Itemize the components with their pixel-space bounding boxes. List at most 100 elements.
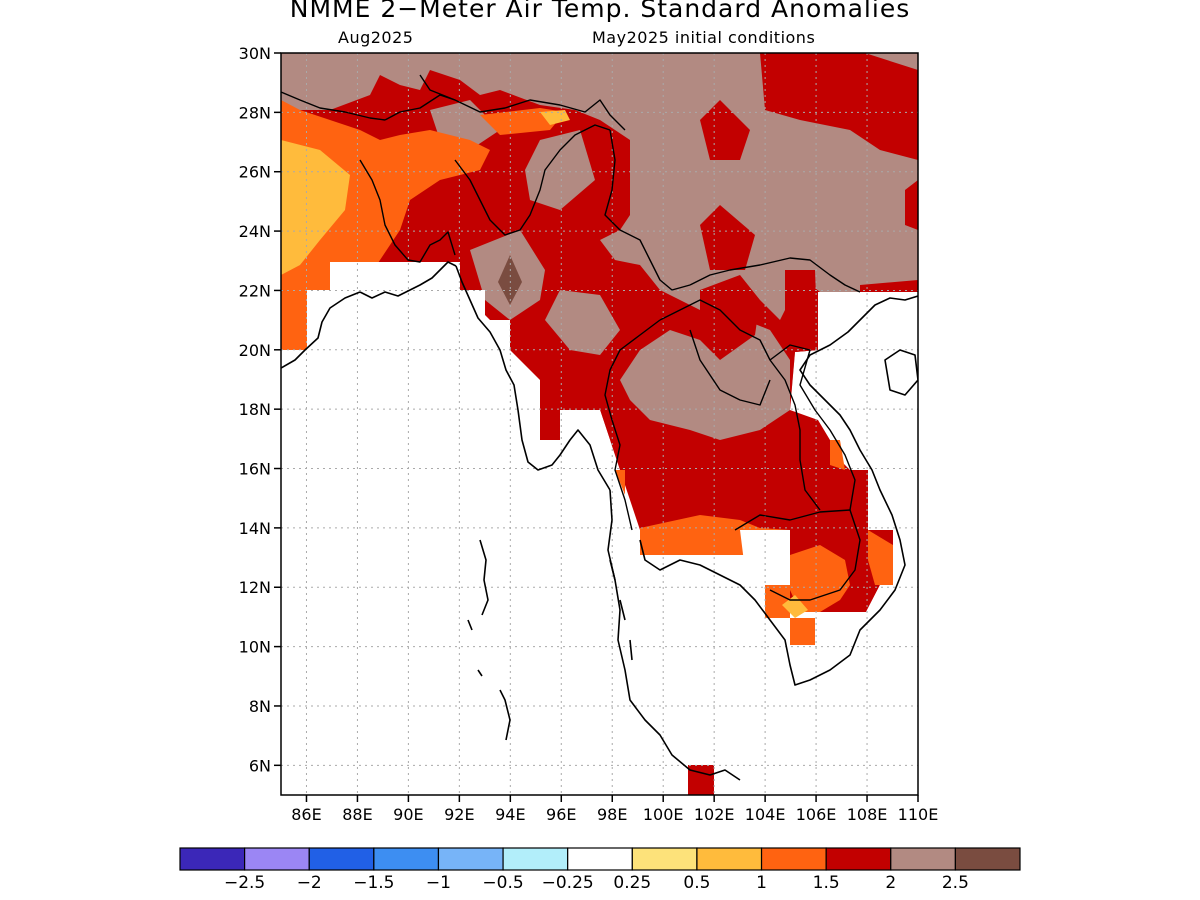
coastlines — [281, 261, 918, 781]
border-myanmar-thailand — [604, 319, 661, 531]
anomaly-region-white-gulf-tonkin — [818, 292, 918, 420]
lat-tick-label: 14N — [239, 519, 271, 538]
lon-tick-label: 104E — [745, 805, 786, 824]
lat-tick-label: 24N — [239, 222, 271, 241]
colorbar-label: −0.25 — [542, 873, 594, 893]
border-thailand-laos-north — [689, 329, 771, 406]
lon-tick-label: 110E — [898, 805, 939, 824]
anomaly-region-red-ne-corner — [860, 280, 918, 292]
lon-tick-label: 102E — [694, 805, 735, 824]
lat-tick-label: 22N — [239, 281, 271, 300]
anomaly-region-yellow-orange — [281, 140, 350, 275]
anomaly-region-yellow-orange-small — [540, 110, 570, 125]
map-grid — [281, 53, 918, 795]
initial-conditions-label: May2025 initial conditions — [592, 28, 816, 47]
border-india-myanmar — [454, 124, 611, 236]
colorbar-label: 0.5 — [683, 873, 710, 893]
colorbar-label: 0.25 — [613, 873, 651, 893]
colorbar-swatch — [890, 847, 956, 871]
border-myanmar-china — [604, 129, 691, 291]
colorbar-label: 2.5 — [942, 873, 969, 893]
lon-tick-label: 100E — [643, 805, 684, 824]
anomaly-fill — [281, 53, 918, 795]
lon-tick-label: 94E — [495, 805, 525, 824]
lat-tick-label: 10N — [239, 638, 271, 657]
colorbar-swatch — [244, 847, 310, 871]
lat-tick-label: 20N — [239, 341, 271, 360]
latitude-axis: 30N 28N 26N 24N 22N 20N 18N 16N 14N 12N 10N 8N 6N — [239, 44, 281, 775]
anomaly-region-red-vietnam-north — [785, 270, 818, 352]
lon-tick-label: 98E — [597, 805, 627, 824]
anomaly-region-white-sea — [281, 262, 918, 795]
anomaly-region-white-vietnam-coast — [840, 410, 918, 530]
anomaly-region-brown-pocket-1 — [525, 130, 595, 210]
coastline-hainan — [884, 349, 918, 396]
lon-tick-label: 96E — [546, 805, 576, 824]
anomaly-region-red-south — [688, 765, 714, 795]
lat-tick-label: 30N — [239, 44, 271, 63]
border-laos-vietnam-east — [769, 344, 856, 511]
lat-tick-label: 16N — [239, 460, 271, 479]
coastline-myanmar-west — [455, 265, 611, 491]
coastline-myanmar-islands — [609, 559, 633, 661]
lat-tick-label: 12N — [239, 578, 271, 597]
lon-tick-label: 90E — [393, 805, 423, 824]
colorbar-label: 2 — [885, 873, 896, 893]
lat-tick-label: 18N — [239, 400, 271, 419]
lon-tick-label: 92E — [444, 805, 474, 824]
colorbar: −2.5 −2 −1.5 −1 −0.5 −0.25 0.25 0.5 1 1.5 2 2.5 — [179, 847, 1021, 893]
border-bangladesh — [359, 159, 456, 263]
coastline-andaman-islands — [467, 539, 511, 741]
colorbar-label: 1 — [756, 873, 767, 893]
colorbar-swatch — [567, 847, 633, 871]
lat-tick-label: 8N — [249, 697, 271, 716]
lat-tick-label: 28N — [239, 103, 271, 122]
anomaly-region-red-laos — [700, 275, 760, 360]
anomaly-region-orange-gulf — [765, 585, 790, 618]
lat-tick-label: 26N — [239, 163, 271, 182]
anomaly-region-orange-mekong — [790, 618, 815, 645]
anomaly-region-red-ne-small — [700, 100, 750, 160]
border-cambodia — [734, 509, 861, 601]
colorbar-swatch — [631, 847, 698, 871]
map-frame — [280, 52, 919, 796]
colorbar-swatch — [760, 847, 827, 871]
anomaly-region-red-northeast — [760, 53, 918, 160]
colorbar-label: 1.5 — [813, 873, 840, 893]
lon-tick-label: 88E — [342, 805, 372, 824]
anomaly-region-red-east — [905, 180, 918, 230]
colorbar-label: −1 — [426, 873, 451, 893]
colorbar-swatch — [437, 847, 504, 871]
colorbar-swatch — [502, 847, 569, 871]
colorbar-label: −0.5 — [482, 873, 523, 893]
lat-tick-label: 6N — [249, 756, 271, 775]
map-title: NMME 2−Meter Air Temp. Standard Anomalie… — [289, 0, 911, 23]
border-india-china-east — [419, 74, 626, 131]
anomaly-region-brown-indochina — [620, 320, 790, 440]
coastline-india-east — [281, 291, 361, 369]
anomaly-region-orange-cambodia — [790, 545, 850, 612]
lon-tick-label: 86E — [291, 805, 321, 824]
colorbar-label: −1.5 — [353, 873, 394, 893]
colorbar-swatch — [373, 847, 440, 871]
anomaly-region-white-bangladesh — [330, 262, 390, 300]
border-nepal — [281, 91, 386, 121]
colorbar-swatch — [308, 847, 375, 871]
valid-month-label: Aug2025 — [338, 28, 414, 47]
lon-tick-label: 108E — [847, 805, 888, 824]
coastline-thailand-gulf — [639, 295, 918, 686]
lon-tick-label: 106E — [796, 805, 837, 824]
colorbar-swatch — [179, 847, 246, 871]
colorbar-swatch — [954, 847, 1021, 871]
colorbar-label: −2 — [297, 873, 322, 893]
anomaly-region-yellow-orange-cambodia — [782, 595, 808, 618]
border-laos-vietnam — [689, 257, 861, 293]
anomaly-region-dark-brown — [498, 255, 522, 305]
anomaly-region-brown-pocket-3 — [545, 290, 620, 355]
colorbar-swatch — [696, 847, 763, 871]
colorbar-swatch — [825, 847, 892, 871]
colorbar-label: −2.5 — [224, 873, 265, 893]
longitude-axis: 86E 88E 90E 92E 94E 96E 98E 100E 102E 104E 106E 108… — [291, 795, 938, 824]
country-borders — [281, 74, 861, 601]
